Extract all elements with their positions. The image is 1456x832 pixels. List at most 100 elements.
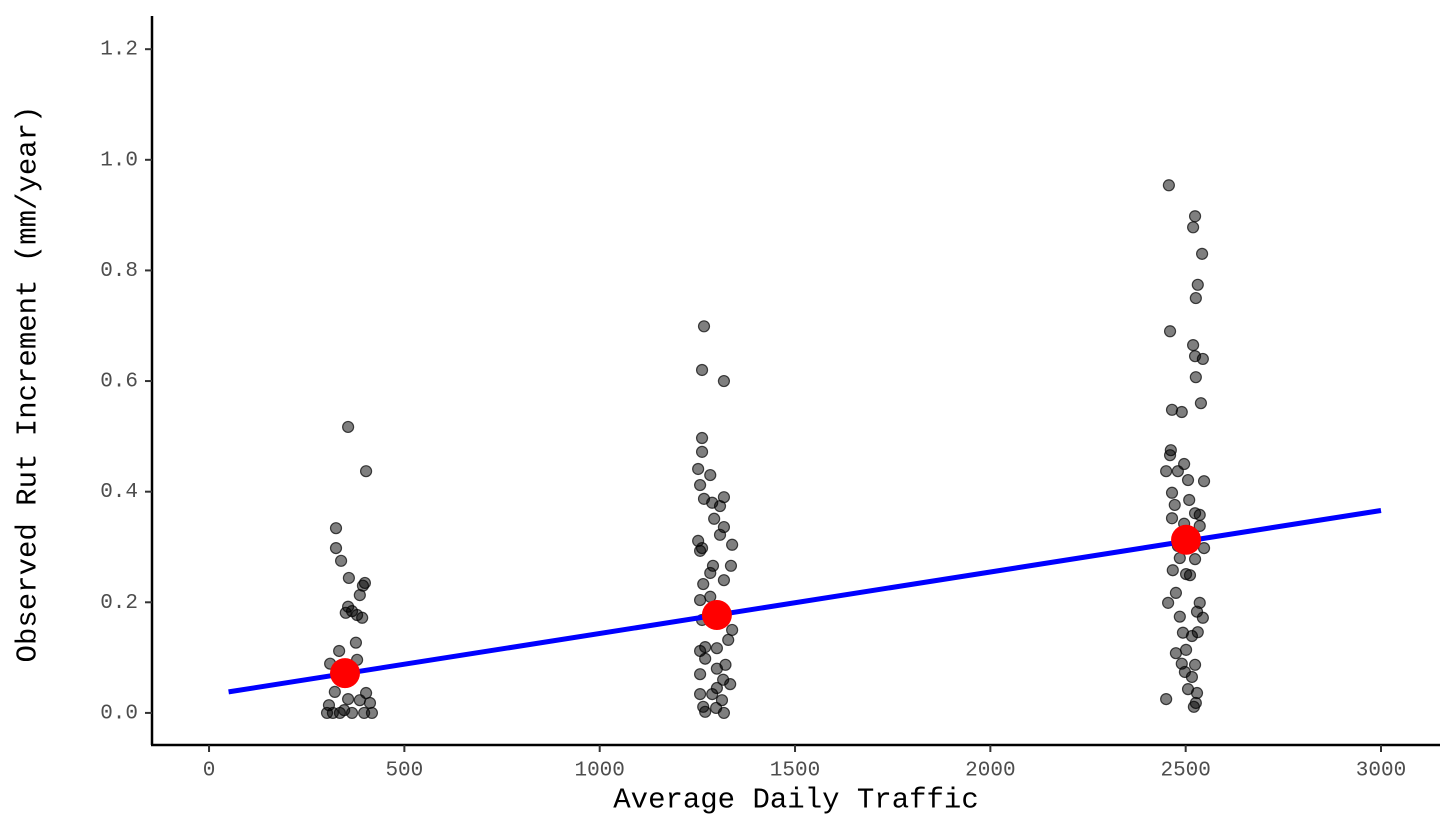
y-tick-label: 0.2	[100, 592, 138, 615]
data-point	[704, 566, 717, 580]
data-point	[1165, 512, 1179, 525]
data-point	[695, 431, 709, 445]
data-point	[1179, 643, 1193, 656]
data-point	[1165, 486, 1179, 499]
data-point	[363, 696, 377, 710]
data-point	[693, 688, 707, 701]
data-point	[1185, 670, 1199, 684]
data-point	[1188, 658, 1202, 671]
data-point	[724, 559, 738, 572]
data-point	[349, 636, 363, 649]
data-point	[1181, 473, 1195, 487]
data-point	[693, 593, 707, 607]
data-point	[1162, 596, 1175, 609]
data-point	[693, 544, 707, 557]
data-point	[356, 611, 369, 624]
x-tick-label: 1500	[770, 760, 820, 783]
data-point	[717, 706, 731, 720]
data-point	[710, 642, 723, 655]
data-point	[1190, 686, 1204, 700]
data-point	[693, 668, 707, 681]
data-point	[1183, 493, 1196, 507]
data-point	[329, 522, 343, 535]
data-point	[353, 694, 366, 707]
x-tick-label: 3000	[1356, 760, 1406, 783]
regression-line	[228, 508, 1382, 695]
data-point	[713, 499, 727, 513]
data-point	[345, 706, 359, 720]
data-point	[1188, 553, 1202, 566]
data-point	[342, 571, 355, 585]
data-point	[693, 478, 707, 492]
data-point	[1189, 291, 1202, 305]
data-point	[1168, 498, 1181, 512]
data-point	[713, 528, 727, 541]
x-tick-label: 2500	[1160, 760, 1210, 783]
data-point	[342, 420, 355, 434]
data-point	[1169, 647, 1183, 660]
data-point	[1163, 449, 1177, 462]
data-point	[334, 554, 348, 567]
data-point	[329, 541, 343, 555]
data-point	[365, 706, 379, 720]
data-point	[359, 465, 373, 478]
data-point	[333, 644, 346, 658]
data-point	[726, 623, 739, 637]
data-point	[1187, 221, 1200, 234]
data-point	[708, 512, 721, 525]
data-point	[692, 462, 705, 476]
y-tick-label: 0.8	[100, 260, 138, 283]
data-point	[1169, 586, 1183, 599]
data-point	[1193, 519, 1206, 533]
data-point	[328, 685, 341, 699]
data-point	[699, 705, 712, 718]
y-tick-label: 1.0	[100, 149, 138, 172]
data-point	[1193, 508, 1206, 522]
y-tick-label: 0.6	[100, 371, 138, 394]
data-point	[706, 688, 719, 701]
y-axis-title: Observed Rut Increment (mm/year)	[12, 106, 45, 663]
data-point	[1187, 339, 1200, 352]
data-point	[726, 538, 739, 551]
y-tick-label: 0.4	[100, 481, 138, 504]
x-tick-label: 2000	[965, 760, 1015, 783]
y-tick-label: 1.2	[100, 39, 138, 62]
data-point	[697, 320, 711, 333]
data-point	[1194, 397, 1208, 410]
data-point	[1187, 700, 1200, 713]
mean-point	[1171, 524, 1202, 555]
data-point	[1185, 629, 1199, 643]
data-point	[699, 652, 712, 665]
x-tick-label: 0	[203, 760, 216, 783]
data-point	[695, 363, 709, 377]
mean-point	[329, 658, 360, 689]
data-point	[1188, 210, 1202, 223]
data-point	[1173, 610, 1186, 623]
data-point	[710, 662, 723, 675]
x-tick-label: 1000	[574, 760, 624, 783]
data-point	[1197, 475, 1211, 488]
data-point	[1175, 405, 1188, 419]
y-tick-label: 0.0	[100, 702, 138, 725]
data-point	[1196, 352, 1209, 366]
data-point	[704, 468, 717, 482]
data-point	[353, 589, 366, 602]
data-point	[1165, 403, 1179, 416]
data-point	[717, 374, 731, 388]
data-point	[1162, 179, 1175, 192]
data-point	[326, 706, 339, 720]
x-tick-label: 500	[385, 760, 423, 783]
data-point	[1191, 278, 1204, 291]
data-point	[1195, 247, 1209, 260]
data-point	[1163, 325, 1177, 338]
data-point	[1160, 465, 1173, 478]
data-point	[342, 692, 355, 706]
data-point	[1189, 371, 1202, 384]
data-point	[1183, 569, 1197, 582]
data-point	[1171, 465, 1184, 478]
x-axis-title: Average Daily Traffic	[613, 784, 978, 817]
data-point	[695, 445, 709, 458]
data-point	[1160, 692, 1173, 706]
